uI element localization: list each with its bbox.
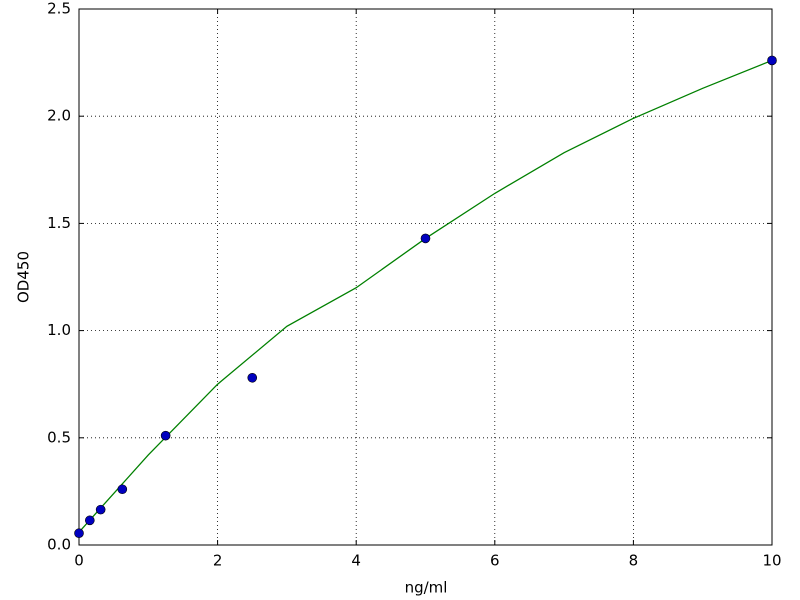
data-point	[95, 504, 106, 515]
y-tick-label: 1.5	[47, 214, 71, 232]
data-point	[160, 430, 171, 441]
y-tick-label: 0.5	[47, 428, 71, 446]
y-tick-label: 2.0	[47, 107, 71, 125]
x-tick-label: 2	[213, 552, 223, 570]
x-tick-label: 10	[762, 552, 781, 570]
data-point	[85, 515, 95, 526]
data-point	[767, 55, 777, 66]
y-tick-label: 1.0	[47, 321, 71, 339]
plot-frame	[78, 8, 773, 546]
data-point	[74, 528, 84, 539]
x-tick-label: 8	[629, 552, 639, 570]
x-tick-label: 0	[74, 552, 84, 570]
data-point	[247, 372, 258, 383]
y-tick-label: 0.0	[47, 536, 71, 554]
x-axis-label: ng/ml	[405, 579, 448, 597]
fit-curve	[78, 59, 773, 533]
y-tick-label: 2.5	[47, 0, 71, 18]
x-tick-label: 4	[351, 552, 361, 570]
x-tick-label: 6	[490, 552, 500, 570]
data-point	[117, 484, 128, 495]
y-axis-label: OD450	[15, 251, 33, 303]
data-point	[420, 233, 431, 244]
